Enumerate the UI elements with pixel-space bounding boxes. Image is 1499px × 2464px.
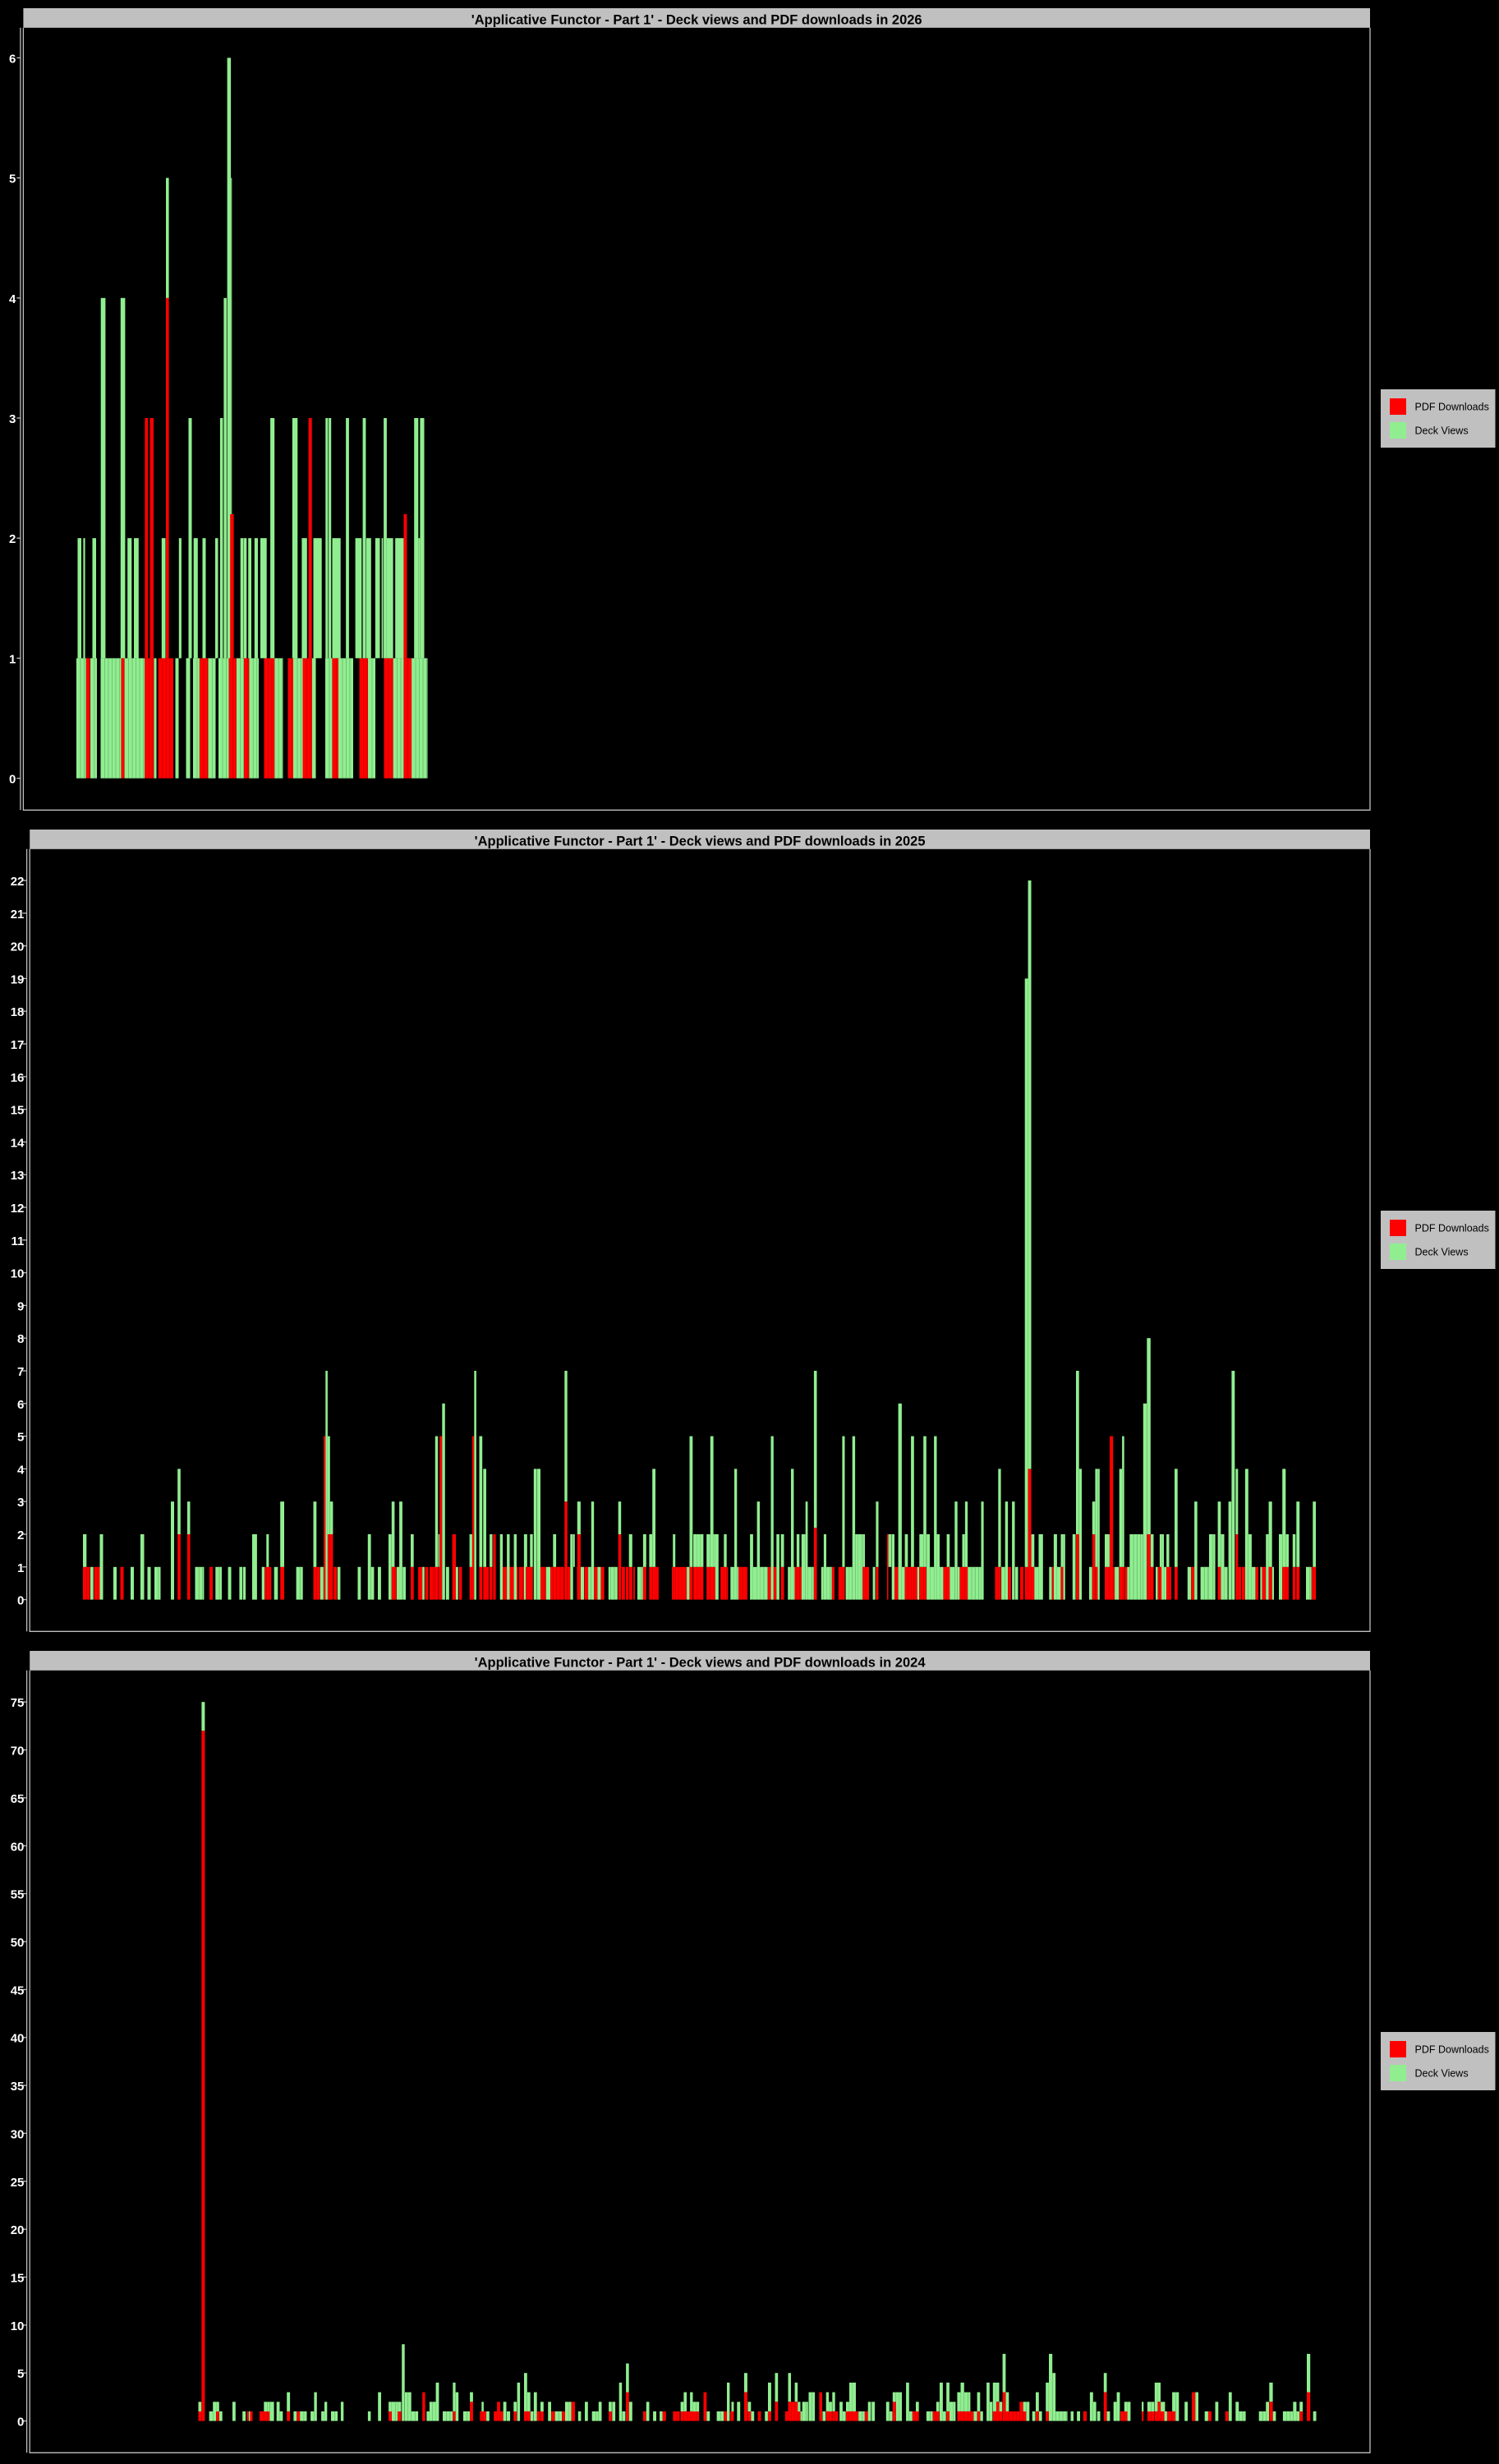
svg-text:3: 3 — [9, 412, 16, 426]
svg-text:5: 5 — [17, 1431, 24, 1445]
svg-text:1: 1 — [9, 652, 16, 666]
svg-text:5: 5 — [17, 2367, 24, 2381]
svg-text:4: 4 — [9, 292, 16, 306]
svg-text:30: 30 — [11, 2127, 25, 2141]
svg-text:Deck Views: Deck Views — [1415, 2068, 1469, 2080]
svg-text:Deck Views: Deck Views — [1415, 1247, 1469, 1258]
svg-text:PDF Downloads: PDF Downloads — [1415, 1223, 1489, 1234]
svg-text:22: 22 — [11, 875, 25, 889]
svg-text:'Applicative Functor - Part 1': 'Applicative Functor - Part 1' - Deck vi… — [471, 12, 922, 27]
svg-text:70: 70 — [11, 1745, 25, 1758]
svg-text:12: 12 — [11, 1202, 25, 1216]
svg-text:4: 4 — [17, 1463, 25, 1477]
svg-text:13: 13 — [11, 1169, 25, 1183]
svg-text:3: 3 — [17, 1496, 24, 1510]
svg-text:40: 40 — [11, 2032, 25, 2046]
svg-text:16: 16 — [11, 1071, 25, 1085]
svg-text:20: 20 — [11, 940, 25, 954]
svg-text:0: 0 — [17, 1594, 24, 1608]
svg-text:0: 0 — [9, 773, 16, 787]
svg-text:15: 15 — [11, 1104, 25, 1118]
svg-text:25: 25 — [11, 2176, 25, 2190]
svg-text:6: 6 — [17, 1398, 24, 1412]
svg-text:8: 8 — [17, 1332, 24, 1346]
svg-text:'Applicative Functor - Part 1': 'Applicative Functor - Part 1' - Deck vi… — [475, 834, 926, 848]
svg-text:11: 11 — [11, 1234, 25, 1248]
svg-text:PDF Downloads: PDF Downloads — [1415, 402, 1489, 413]
svg-text:5: 5 — [9, 172, 16, 186]
svg-text:6: 6 — [9, 52, 16, 66]
svg-text:14: 14 — [11, 1136, 25, 1150]
svg-text:10: 10 — [11, 2319, 25, 2333]
svg-text:19: 19 — [11, 972, 25, 986]
svg-text:0: 0 — [17, 2416, 24, 2430]
svg-text:65: 65 — [11, 1792, 25, 1806]
svg-text:Deck Views: Deck Views — [1415, 425, 1469, 437]
svg-text:2: 2 — [9, 532, 16, 546]
svg-text:45: 45 — [11, 1984, 25, 1997]
svg-text:35: 35 — [11, 2080, 25, 2094]
svg-text:55: 55 — [11, 1888, 25, 1902]
svg-text:'Applicative Functor - Part 1': 'Applicative Functor - Part 1' - Deck vi… — [475, 1655, 927, 1670]
svg-text:1: 1 — [17, 1561, 24, 1575]
svg-text:7: 7 — [17, 1365, 24, 1379]
svg-text:9: 9 — [17, 1299, 24, 1313]
svg-text:18: 18 — [11, 1005, 25, 1019]
svg-text:20: 20 — [11, 2223, 25, 2237]
svg-text:10: 10 — [11, 1267, 25, 1281]
svg-text:PDF Downloads: PDF Downloads — [1415, 2044, 1489, 2056]
svg-text:2: 2 — [17, 1529, 24, 1542]
svg-text:60: 60 — [11, 1840, 25, 1854]
svg-text:21: 21 — [11, 908, 25, 922]
svg-text:50: 50 — [11, 1936, 25, 1950]
svg-text:75: 75 — [11, 1696, 25, 1710]
svg-text:17: 17 — [11, 1038, 25, 1052]
svg-text:15: 15 — [11, 2272, 25, 2286]
